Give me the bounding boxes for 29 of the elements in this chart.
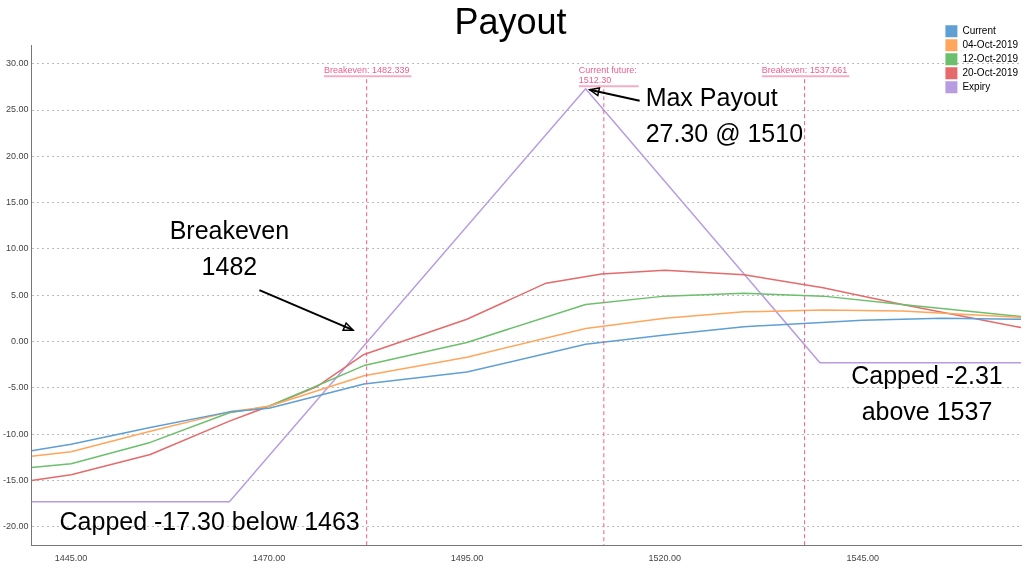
- y-tick-label: 20.00: [5, 150, 29, 161]
- legend-label: 20-Oct-2019: [962, 66, 1019, 78]
- y-tick-label: 10.00: [5, 243, 29, 254]
- annotation: Capped -17.30 below 1463: [59, 506, 360, 535]
- y-tick-label: 30.00: [5, 58, 29, 69]
- y-tick-label: 15.00: [5, 197, 29, 208]
- legend-label: Current: [962, 24, 996, 36]
- legend-label: 04-Oct-2019: [962, 38, 1019, 50]
- x-tick-label: 1495.00: [450, 553, 484, 564]
- legend-label: Expiry: [962, 80, 991, 92]
- y-tick-label: -20.00: [2, 521, 29, 532]
- annotation: Breakeven 1482: [169, 216, 290, 281]
- ref-line-label: Breakeven: 1537.661: [761, 65, 848, 76]
- x-tick-label: 1445.00: [54, 553, 88, 564]
- ref-line-label: Breakeven: 1482.339: [323, 65, 410, 76]
- y-tick-label: 25.00: [5, 104, 29, 115]
- y-tick-label: 0.00: [10, 335, 29, 346]
- x-tick-label: 1520.00: [648, 553, 682, 564]
- y-tick-label: -15.00: [2, 474, 29, 485]
- chart-title: Payout: [454, 0, 567, 42]
- annotation: Max Payout 27.30 @ 1510: [645, 82, 804, 147]
- y-tick-label: 5.00: [10, 289, 29, 300]
- annotation: Capped -2.31 above 1537: [851, 361, 1003, 426]
- legend-label: 12-Oct-2019: [962, 52, 1019, 64]
- x-tick-label: 1545.00: [846, 553, 879, 564]
- x-tick-label: 1470.00: [252, 553, 286, 564]
- ref-line-label: Current future: 1512.30: [578, 65, 637, 86]
- y-tick-label: -10.00: [2, 428, 29, 439]
- y-tick-label: -5.00: [8, 382, 29, 393]
